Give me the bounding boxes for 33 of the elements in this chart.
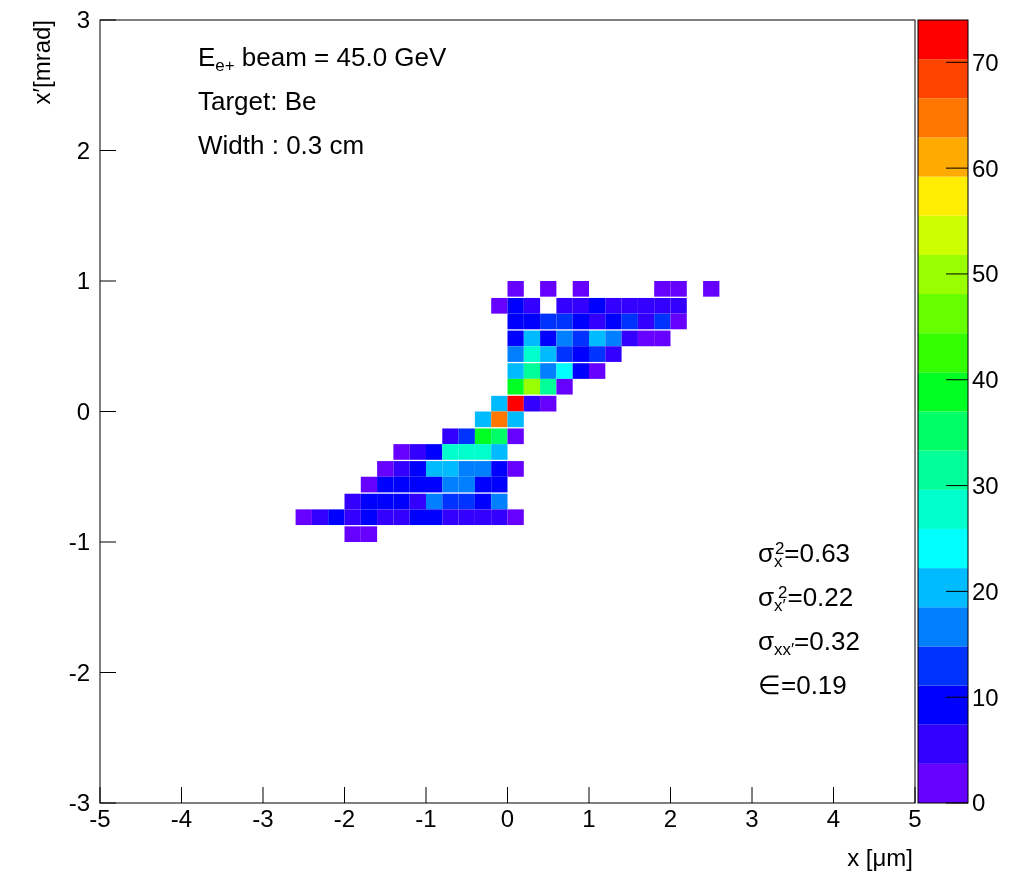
annotation: E$_{e+}$ beam = 45.0 GeV xyxy=(198,42,448,76)
color-bar-label: 20 xyxy=(972,577,999,605)
y-tick-label: -1 xyxy=(68,528,90,556)
color-bar-label: 50 xyxy=(972,260,999,288)
y-axis-title: x′[mrad] xyxy=(28,20,55,105)
x-tick-label: 2 xyxy=(663,805,678,832)
x-tick-label: 0 xyxy=(500,805,515,832)
annotation: σ$_{x}$$^{2}$=0.63 xyxy=(758,538,851,572)
y-tick-label: 3 xyxy=(76,6,90,34)
color-bar-label: 30 xyxy=(972,471,999,499)
y-tick-label: -2 xyxy=(68,658,90,686)
annotation: Width : 0.3 cm xyxy=(198,130,365,160)
y-tick-label: 0 xyxy=(76,397,90,425)
x-axis-title: x [μm] xyxy=(847,844,913,871)
annotation: Target: Be xyxy=(198,86,317,116)
color-bar-label: 10 xyxy=(972,683,999,711)
x-tick-label: -3 xyxy=(252,805,274,832)
color-bar-label: 60 xyxy=(972,154,999,182)
x-tick-label: 5 xyxy=(908,805,922,832)
color-bar-label: 40 xyxy=(972,366,999,394)
x-tick-label: -1 xyxy=(415,805,437,832)
x-tick-label: 3 xyxy=(745,805,759,832)
y-tick-label: 1 xyxy=(76,267,90,295)
x-tick-label: -2 xyxy=(333,805,356,832)
x-tick-label: -4 xyxy=(170,805,193,832)
x-tick-label: 1 xyxy=(582,805,596,832)
y-tick-label: 2 xyxy=(76,136,90,164)
x-tick-label: 4 xyxy=(826,805,841,832)
annotation: σ$_{x′}$$^{2}$=0.22 xyxy=(758,582,854,616)
annotation: σ$_{xx′}$=0.32 xyxy=(758,626,860,660)
color-bar-label: 70 xyxy=(972,48,999,76)
x-tick-label: -5 xyxy=(89,805,111,832)
annotation: ∈=0.19 xyxy=(758,670,847,700)
